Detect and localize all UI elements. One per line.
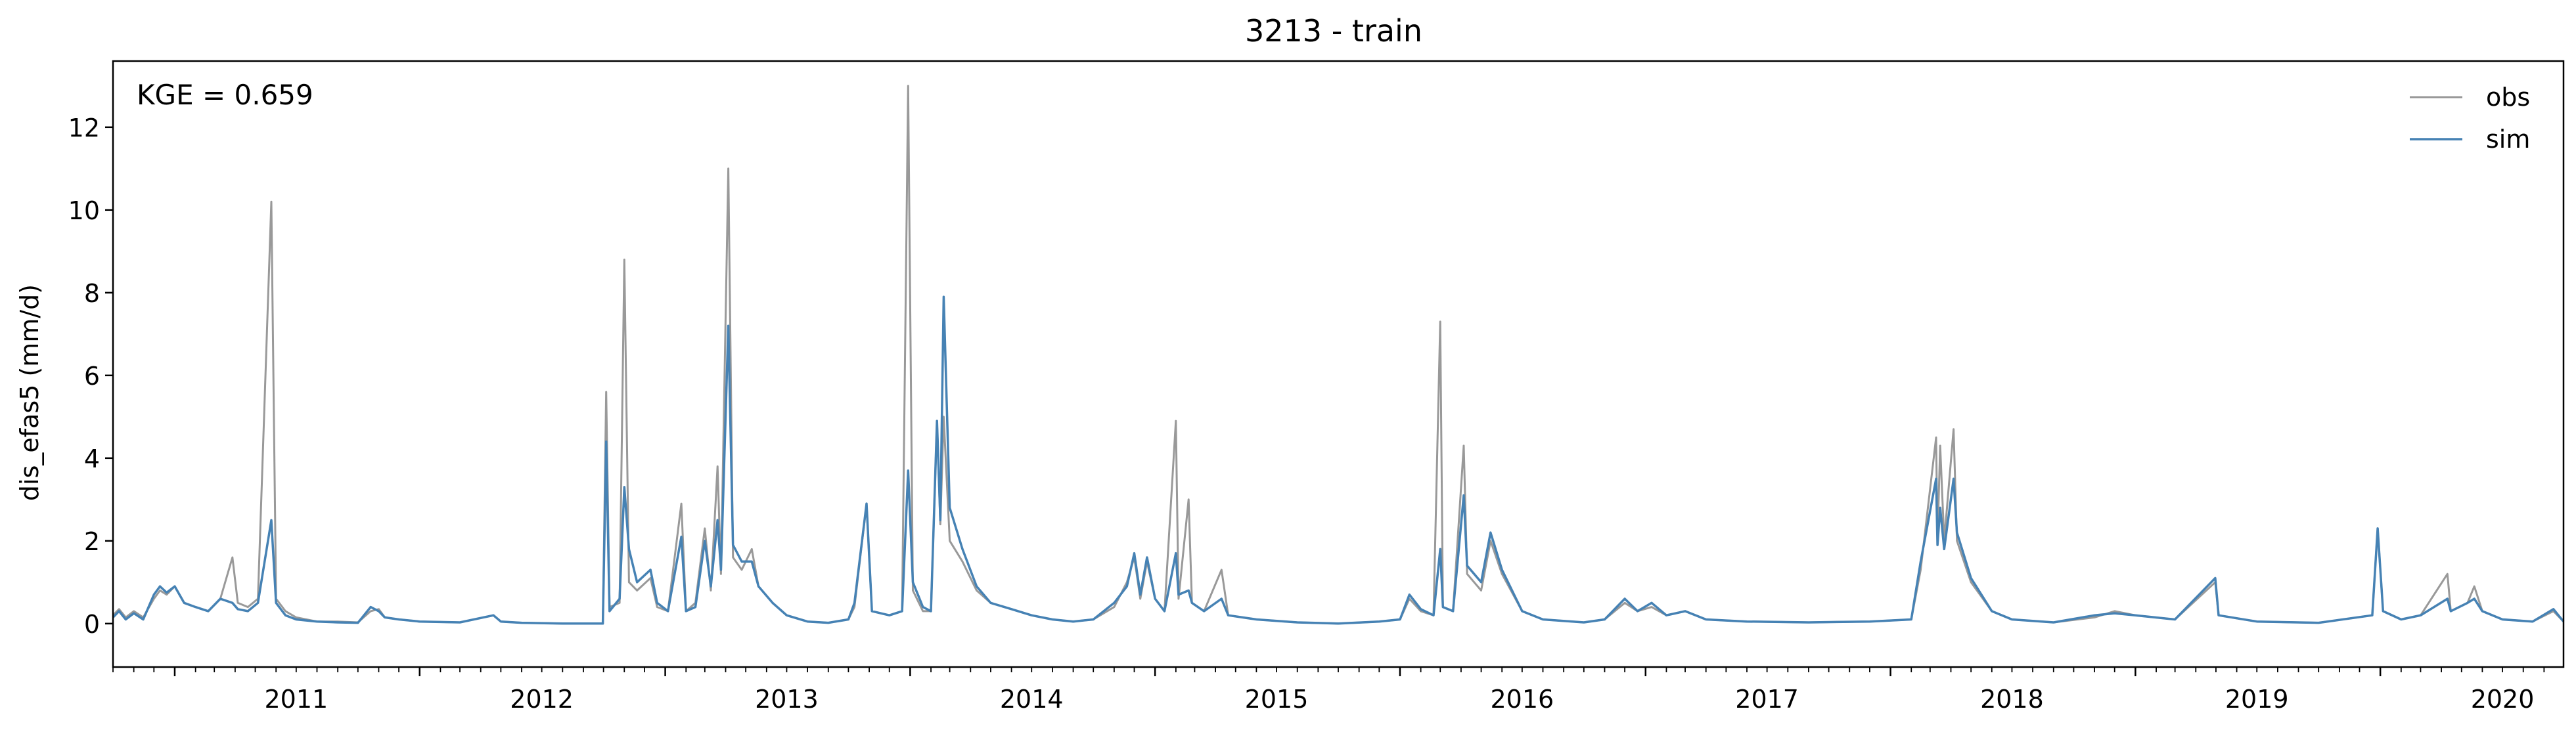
x-axis: 2011 2012 2013 2014 2015 2016 2017 2018 2019 2020	[112, 667, 2545, 714]
kge-annotation: KGE = 0.659	[137, 79, 313, 111]
x-tick-label: 2011	[264, 685, 328, 714]
x-tick-label: 2019	[2225, 685, 2289, 714]
y-tick-label: 4	[84, 444, 100, 473]
x-tick-label: 2017	[1735, 685, 1799, 714]
y-tick-label: 2	[84, 527, 100, 556]
y-tick-label: 8	[84, 279, 100, 308]
y-tick-label: 10	[68, 196, 100, 225]
legend: obs sim	[2410, 83, 2530, 154]
x-tick-label: 2013	[755, 685, 819, 714]
y-axis-label: dis_efas5 (mm/d)	[15, 284, 44, 501]
legend-label-obs: obs	[2486, 83, 2530, 112]
x-tick-label: 2018	[1980, 685, 2044, 714]
y-tick-label: 6	[84, 362, 100, 391]
y-tick-label: 12	[68, 114, 100, 142]
series-line-sim	[112, 295, 2565, 625]
x-tick-label: 2016	[1490, 685, 1554, 714]
y-tick-label: 0	[84, 610, 100, 639]
x-tick-label: 2014	[1000, 685, 1064, 714]
x-tick-label: 2012	[510, 685, 574, 714]
chart-title: 3213 - train	[1245, 13, 1422, 49]
series-layer	[112, 85, 2565, 625]
y-axis: 0 2 4 6 8 10 12	[68, 114, 113, 639]
plot-frame	[112, 60, 2565, 668]
legend-label-sim: sim	[2486, 125, 2530, 154]
x-tick-label: 2020	[2471, 685, 2535, 714]
x-tick-label: 2015	[1245, 685, 1309, 714]
